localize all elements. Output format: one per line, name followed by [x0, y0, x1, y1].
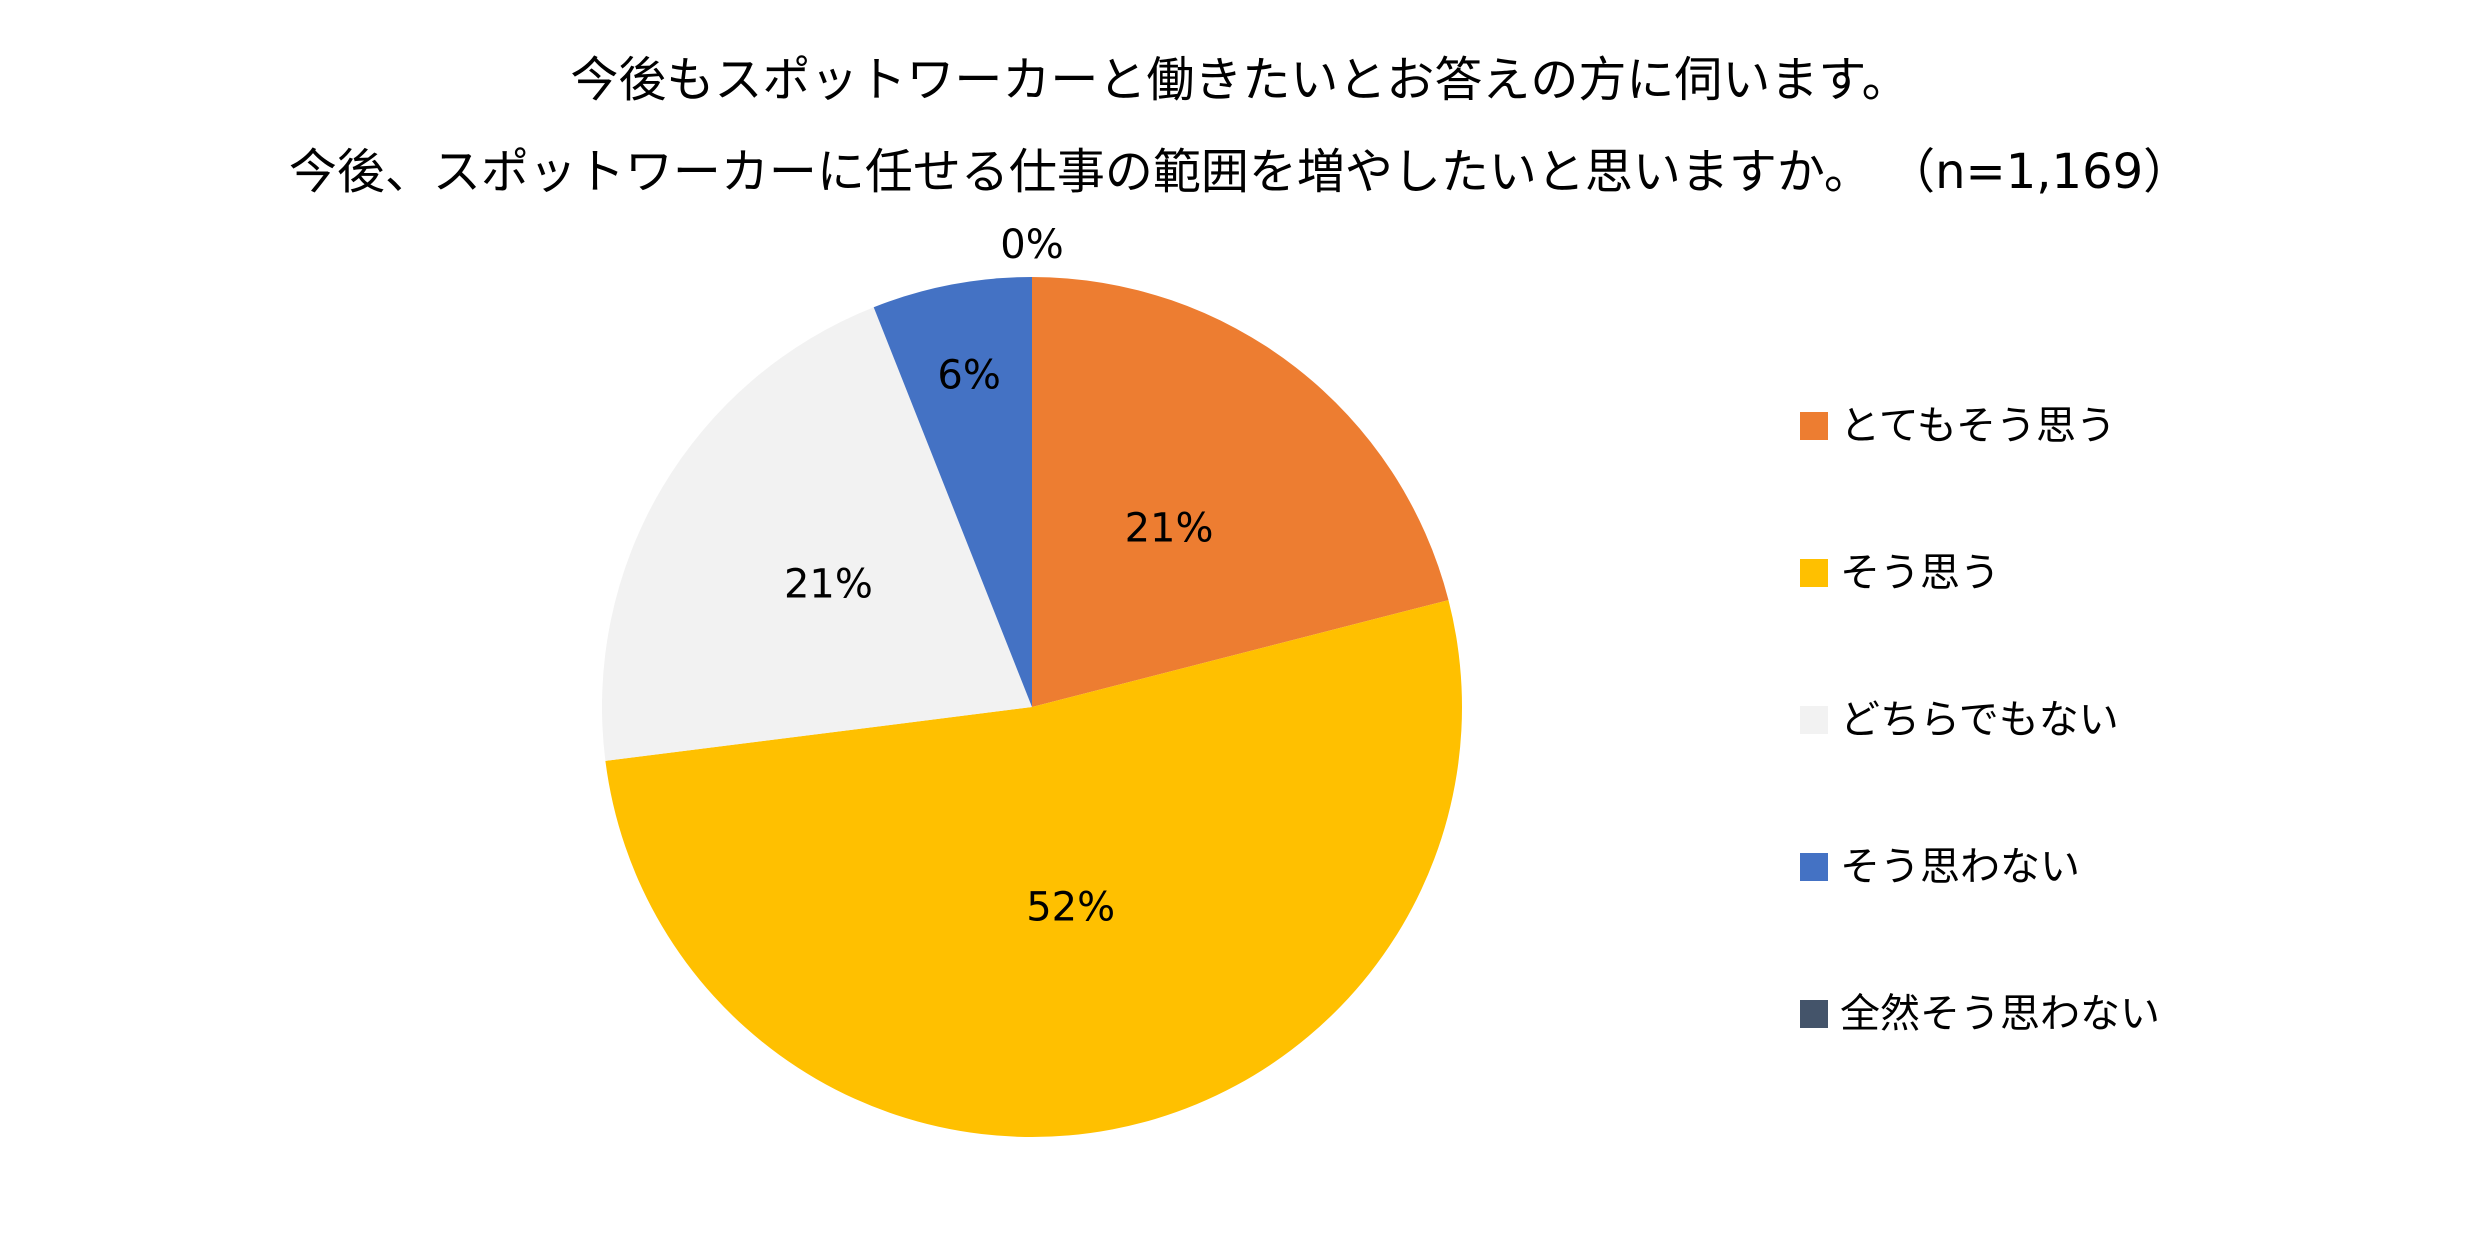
legend-item-neutral: どちらでもない — [1800, 684, 2440, 831]
legend-item-strongly-disagree: 全然そう思わない — [1800, 978, 2440, 1125]
pie-slice-very-agree — [1032, 277, 1449, 707]
legend-label: とてもそう思う — [1840, 403, 2116, 449]
legend-label: そう思う — [1840, 550, 2000, 596]
legend-label: 全然そう思わない — [1840, 991, 2160, 1037]
legend-label: そう思わない — [1840, 844, 2080, 890]
legend-swatch — [1800, 559, 1828, 587]
legend-swatch — [1800, 706, 1828, 734]
legend-item-very-agree: とてもそう思う — [1800, 390, 2440, 537]
legend-swatch — [1800, 412, 1828, 440]
pie-slice-agree — [605, 600, 1463, 1138]
legend-swatch — [1800, 853, 1828, 881]
legend-item-agree: そう思う — [1800, 537, 2440, 684]
legend: とてもそう思う そう思う どちらでもない そう思わない 全然そう思わない — [1800, 390, 2440, 1125]
legend-label: どちらでもない — [1840, 697, 2119, 743]
legend-swatch — [1800, 1000, 1828, 1028]
pie-slice-neutral — [602, 307, 1032, 761]
chart-subtitle: 今後、スポットワーカーに任せる仕事の範囲を増やしたいと思いますか。 （n=1,1… — [288, 144, 2192, 200]
data-label-strongly-disagree: 0% — [1000, 222, 1063, 268]
legend-item-disagree: そう思わない — [1800, 831, 2440, 978]
pie-slice-disagree — [873, 277, 1032, 707]
data-label-disagree: 6% — [937, 353, 1000, 399]
chart-title: 今後もスポットワーカーと働きたいとお答えの方に伺います。 — [570, 52, 1910, 108]
data-label-neutral: 21% — [784, 562, 873, 608]
data-label-very-agree: 21% — [1125, 505, 1214, 551]
data-label-agree: 52% — [1026, 885, 1115, 931]
